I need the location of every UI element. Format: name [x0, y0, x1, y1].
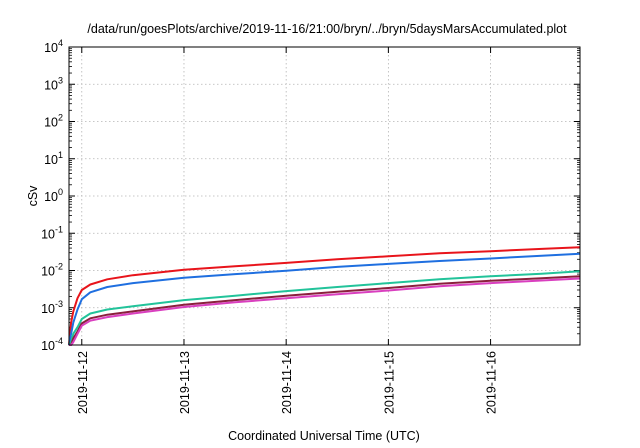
x-tick-label: 2019-11-15: [382, 351, 396, 414]
y-tick-label: 100: [44, 187, 63, 204]
x-tick-label: 2019-11-13: [178, 351, 192, 414]
x-tick-label: 2019-11-12: [76, 351, 90, 414]
x-tick-label: 2019-11-14: [280, 351, 294, 414]
series-line-1: [68, 246, 581, 346]
grid-lines: [69, 47, 580, 345]
chart-title: /data/run/goesPlots/archive/2019-11-16/2…: [87, 22, 567, 36]
y-tick-label: 10-2: [41, 262, 63, 279]
series-line-5: [69, 277, 581, 346]
series-line-4: [69, 275, 581, 346]
y-axis-ticks: 10-4 10-3 10-2 10-1 100 101 102 103 104: [41, 38, 580, 353]
y-axis-label: cSv: [26, 185, 40, 207]
y-tick-label: 10-4: [41, 336, 63, 353]
plot-frame: [68, 46, 581, 346]
y-tick-label: 102: [44, 113, 63, 130]
x-axis-ticks: 2019-11-12 2019-11-13 2019-11-14 2019-11-15…: [76, 47, 499, 414]
y-tick-label: 104: [44, 38, 63, 55]
series-lines: [68, 246, 581, 346]
y-tick-label: 10-1: [41, 224, 63, 241]
x-axis-label: Coordinated Universal Time (UTC): [228, 429, 420, 443]
x-tick-label: 2019-11-16: [485, 351, 499, 414]
y-tick-label: 103: [44, 75, 63, 92]
y-tick-label: 10-3: [41, 299, 63, 316]
series-line-2: [68, 252, 581, 346]
series-line-3: [68, 270, 581, 346]
y-tick-label: 101: [44, 150, 63, 167]
